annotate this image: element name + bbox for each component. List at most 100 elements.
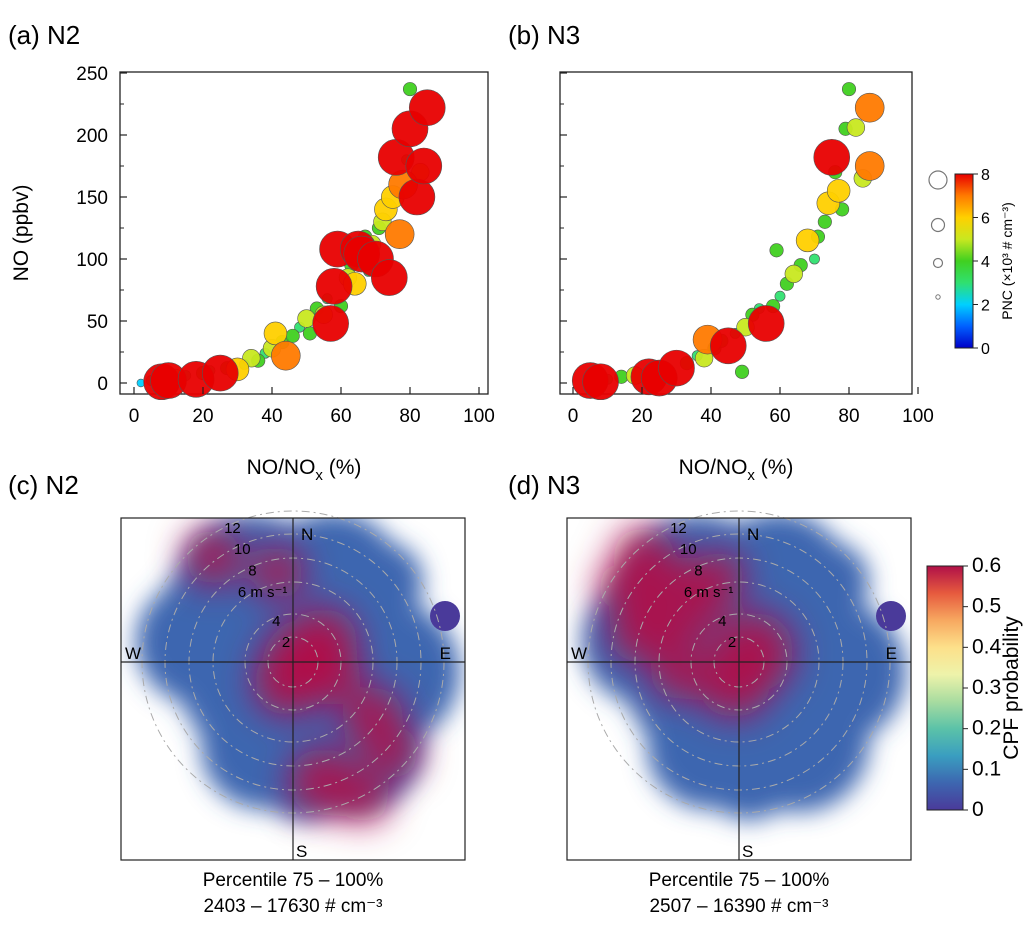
panel-a-label: (a) N2 (8, 20, 80, 50)
colorbar-tick-label: 0.1 (972, 757, 1001, 780)
compass-label: E (440, 644, 451, 663)
scatter-point (201, 354, 239, 392)
colorbar-tick-label: 0.5 (972, 595, 1001, 618)
x-tick-label: 0 (129, 406, 140, 427)
x-tick-label: 60 (330, 406, 351, 427)
scatter-point (709, 327, 747, 365)
y-tick-label: 250 (76, 64, 108, 85)
pnc-colorbar-label: PNC (×10³ # cm⁻³) (999, 202, 1015, 319)
scatter-point (402, 82, 418, 97)
heat-base (764, 522, 824, 582)
x-tick-label: 60 (769, 406, 790, 427)
scatter-point (826, 179, 851, 203)
panel-a-points (136, 82, 446, 401)
panel-c-heatmap (136, 518, 460, 823)
scatter-point (405, 147, 443, 185)
scatter-point (747, 305, 785, 342)
x-tick-label: 20 (631, 406, 652, 427)
heat-blob (367, 726, 419, 778)
ring-label: 2 (728, 634, 736, 651)
cpf-colorbar (926, 565, 964, 811)
heat-blob (185, 529, 241, 585)
panel-c-frame (120, 517, 466, 861)
size-legend-circle-medium (930, 217, 946, 233)
colorbar-tick-label: 0 (981, 341, 990, 358)
panel-d-frame (566, 517, 912, 861)
panel-a-ylabel: NO (ppbv) (10, 185, 33, 282)
ring-label: 8 (694, 563, 702, 580)
heat-blob (714, 612, 794, 692)
scatter-point (854, 151, 885, 181)
panel-d-caption-2: 2507 – 16390 # cm⁻³ (649, 896, 828, 917)
ring-label: 4 (718, 613, 726, 630)
y-tick-label: 100 (76, 250, 108, 271)
colorbar-tick-label: 4 (981, 254, 990, 271)
ring-label: 10 (680, 541, 697, 558)
heat-blob (597, 565, 641, 609)
x-tick-label: 100 (463, 406, 495, 427)
x-tick-label: 80 (399, 406, 420, 427)
scatter-point (582, 363, 619, 401)
compass-label: S (296, 842, 307, 861)
ring-label: 10 (234, 541, 251, 558)
size-legend-circle-small (932, 257, 944, 269)
colorbar-tick-label: 0.3 (972, 676, 1001, 699)
panel-d-label: (d) N3 (508, 470, 580, 500)
colorbar-tick-label: 0.4 (972, 635, 1002, 658)
ring-label: 4 (272, 613, 280, 630)
heat-base (701, 724, 797, 820)
colorbar-tick-label: 0 (972, 798, 984, 821)
heat-outlier (430, 601, 460, 631)
y-tick-label: 150 (76, 188, 108, 209)
heat-blob (252, 546, 304, 598)
panel-b-ticks: 0 20 40 60 80 100 (560, 72, 934, 427)
scatter-point (817, 214, 832, 229)
panel-d-caption-1: Percentile 75 – 100% (649, 870, 830, 891)
panel-b-frame (559, 71, 913, 395)
panel-a-xlabel: NO/NOx (%) (247, 456, 362, 484)
size-legend-circle-large (928, 170, 948, 190)
scatter-point (312, 305, 349, 342)
ring-label: 2 (282, 634, 290, 651)
size-legend-circle-tiny (935, 294, 941, 300)
scatter-point (769, 243, 784, 258)
scatter-point (285, 328, 300, 343)
panel-c-caption-2: 2403 – 17630 # cm⁻³ (203, 896, 382, 917)
panel-a-frame (119, 71, 489, 395)
heat-base (318, 522, 378, 582)
scatter-point (271, 340, 301, 371)
ring-label: 8 (248, 563, 256, 580)
heat-blob (609, 602, 669, 662)
heat-blob (651, 644, 707, 700)
ring-label: 12 (670, 520, 687, 537)
heat-blob (337, 771, 389, 823)
x-tick-label: 0 (568, 406, 579, 427)
pnc-colorbar (954, 173, 974, 349)
heat-blob (693, 551, 745, 603)
y-tick-label: 50 (87, 312, 108, 333)
scatter-point (854, 92, 885, 123)
pnc-colorbar-ticks: 0 2 4 6 8 (973, 167, 990, 358)
x-tick-label: 40 (261, 406, 282, 427)
panel-b-xlabel: NO/NOx (%) (679, 456, 794, 484)
scatter-point (384, 219, 415, 249)
panel-b-label: (b) N3 (508, 20, 580, 50)
ring-label: 12 (224, 520, 241, 537)
scatter-point (846, 118, 866, 137)
colorbar-tick-label: 2 (981, 298, 990, 315)
scatter-point (774, 290, 786, 302)
compass-label: N (301, 525, 313, 544)
panel-c-label: (c) N2 (8, 470, 79, 500)
ring-label: 6 m s⁻¹ (238, 584, 288, 601)
ring-label: 6 m s⁻¹ (684, 584, 734, 601)
colorbar-tick-label: 6 (981, 211, 990, 228)
colorbar-tick-label: 0.6 (972, 554, 1001, 577)
heat-blob (296, 640, 360, 704)
cpf-colorbar-label: CPF probability (1000, 616, 1023, 760)
x-tick-label: 80 (838, 406, 859, 427)
y-tick-label: 0 (97, 374, 108, 395)
scatter-point (315, 267, 353, 305)
scatter-point (370, 259, 408, 296)
compass-label: S (742, 842, 753, 861)
